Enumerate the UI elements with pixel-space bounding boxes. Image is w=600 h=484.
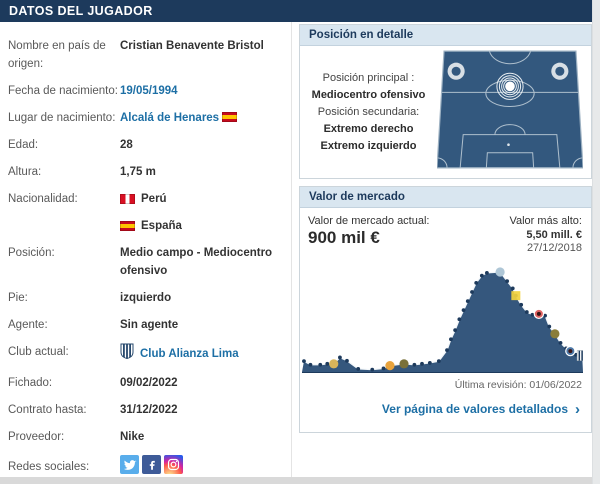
position-box: Posición en detalle Posición principal :…	[299, 24, 592, 179]
page-bottom-divider	[0, 477, 592, 484]
market-value-chart[interactable]	[302, 258, 583, 378]
field-label: Lugar de nacimiento:	[8, 112, 116, 124]
current-market-value: Valor de mercado actual: 900 mil €	[308, 215, 429, 256]
field-label: Proveedor:	[8, 431, 65, 443]
info-row-age: Edad: 28	[8, 136, 283, 154]
info-row-position: Posición: Medio campo - Mediocentro ofen…	[8, 244, 283, 280]
facebook-icon[interactable]	[142, 455, 161, 474]
info-row-name: Nombre en país de origen: Cristian Benav…	[8, 37, 283, 73]
field-value: Sin agente	[120, 319, 179, 331]
field-label: Pie:	[8, 292, 28, 304]
info-row-socials: Redes sociales:	[8, 455, 283, 476]
position-details: Posición principal : Mediocentro ofensiv…	[300, 70, 437, 155]
field-label: Fecha de nacimiento:	[8, 85, 118, 97]
field-label: Altura:	[8, 166, 42, 178]
field-label: Nacionalidad:	[8, 193, 78, 205]
field-label: Nombre en país de origen:	[8, 40, 106, 70]
secondary-position-marker-right	[551, 62, 569, 80]
info-row-outfitter: Proveedor: Nike	[8, 428, 283, 446]
info-row-club: Club actual: Club Alianza Lima	[8, 343, 283, 365]
highest-value: 5,50 mill. €	[526, 228, 582, 241]
position-box-title: Posición en detalle	[300, 25, 591, 46]
info-row-foot: Pie: izquierdo	[8, 289, 283, 307]
secondary-position-1: Extremo derecho	[323, 122, 414, 135]
secondary-position-marker-left	[447, 62, 465, 80]
club-badge-icon	[120, 343, 134, 365]
field-value: Cristian Benavente Bristol	[120, 40, 264, 52]
info-row-agent: Agente: Sin agente	[8, 316, 283, 334]
field-value: Nike	[120, 431, 145, 443]
info-row-birthdate: Fecha de nacimiento: 19/05/1994	[8, 82, 283, 100]
field-value: izquierdo	[120, 292, 172, 304]
primary-position-marker	[496, 72, 524, 100]
current-club-link[interactable]: Club Alianza Lima	[140, 348, 239, 360]
secondary-position-2: Extremo izquierdo	[320, 139, 417, 152]
secondary-position-label: Posición secundaria:	[317, 105, 420, 118]
current-value: 900 mil €	[308, 228, 380, 247]
pitch-graphic	[436, 49, 585, 175]
page-title: DATOS DEL JUGADOR	[0, 0, 592, 22]
field-value: 09/02/2022	[120, 377, 178, 389]
field-label: Club actual:	[8, 346, 69, 358]
twitter-icon[interactable]	[120, 455, 139, 474]
field-value: Medio campo - Mediocentro ofensivo	[120, 247, 273, 277]
primary-position: Mediocentro ofensivo	[311, 88, 426, 101]
highest-value-label: Valor más alto:	[509, 215, 582, 227]
market-value-box: Valor de mercado Valor de mercado actual…	[299, 186, 592, 433]
nationality-2: España	[141, 220, 182, 232]
field-value: 31/12/2022	[120, 404, 178, 416]
field-label: Agente:	[8, 319, 48, 331]
nationality-1: Perú	[141, 193, 167, 205]
detailed-values-link[interactable]: Ver página de valores detallados	[381, 401, 568, 416]
chevron-right-icon: ›	[575, 400, 580, 418]
birthplace-link[interactable]: Alcalá de Henares	[120, 112, 220, 124]
info-row-contract: Contrato hasta: 31/12/2022	[8, 401, 283, 419]
highest-value-date: 27/12/2018	[526, 242, 582, 254]
spain-flag-icon	[222, 112, 238, 122]
highest-market-value: Valor más alto: 5,50 mill. € 27/12/2018	[509, 215, 582, 256]
primary-position-label: Posición principal :	[322, 71, 415, 84]
field-value: 1,75 m	[120, 166, 156, 178]
player-info-panel: Nombre en país de origen: Cristian Benav…	[0, 22, 292, 477]
spain-flag-icon	[120, 221, 135, 231]
market-value-box-title: Valor de mercado	[300, 187, 591, 208]
last-revision: Última revisión: 01/06/2022	[454, 378, 582, 391]
info-row-nationality: Nacionalidad: Perú España	[8, 190, 283, 235]
field-label: Fichado:	[8, 377, 53, 389]
peru-flag-icon	[120, 194, 135, 204]
info-row-height: Altura: 1,75 m	[8, 163, 283, 181]
instagram-icon[interactable]	[164, 455, 183, 474]
current-value-label: Valor de mercado actual:	[308, 215, 430, 227]
field-label: Edad:	[8, 139, 39, 151]
right-panels: Posición en detalle Posición principal :…	[299, 24, 592, 433]
field-label: Redes sociales:	[8, 461, 90, 473]
field-label: Posición:	[8, 247, 55, 259]
info-row-birthplace: Lugar de nacimiento: Alcalá de Henares	[8, 109, 283, 127]
info-row-joined: Fichado: 09/02/2022	[8, 374, 283, 392]
scrollbar[interactable]	[592, 0, 600, 484]
field-value: 28	[120, 139, 133, 151]
field-label: Contrato hasta:	[8, 404, 87, 416]
birthdate-link[interactable]: 19/05/1994	[120, 85, 178, 97]
